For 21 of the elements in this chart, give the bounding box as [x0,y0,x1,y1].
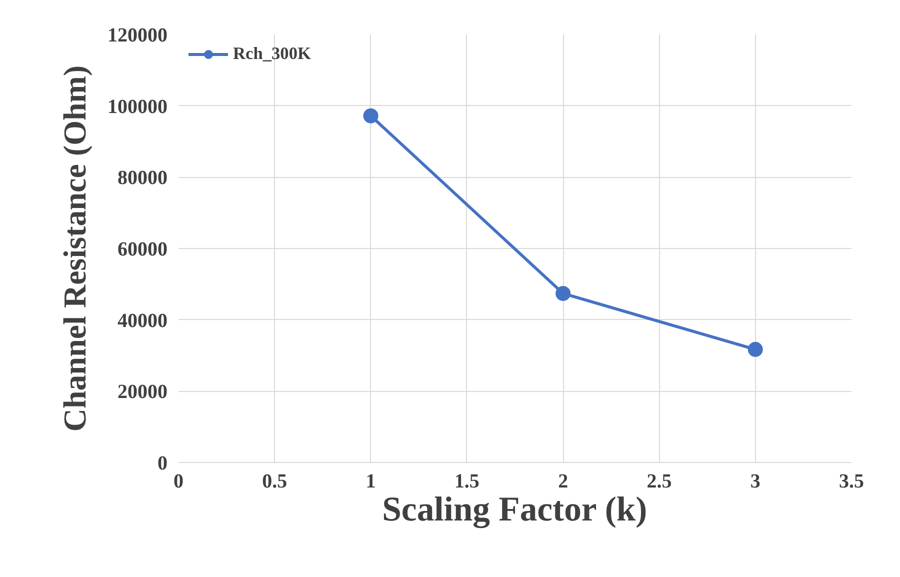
x-tick-label: 2.5 [646,470,672,492]
point [748,342,763,357]
point [556,286,571,301]
x-tick-label: 3 [750,470,760,492]
legend-label: Rch_300K [233,44,311,64]
x-axis-title: Scaling Factor (k) [382,490,648,528]
x-tick-label: 0.5 [262,470,288,492]
point [363,108,378,124]
x-tick-label: 2 [558,470,568,492]
x-tick-label: 1.5 [454,470,480,492]
y-tick-label: 60000 [118,238,168,260]
x-tick-label: 0 [174,470,184,492]
y-tick-label: 100000 [108,96,168,118]
y-tick-label: 0 [158,452,168,474]
y-tick-label: 120000 [108,24,168,46]
x-tick-label: 1 [366,470,376,492]
y-tick-label: 80000 [118,167,168,190]
y-axis-title: Channel Resistance (Ohm) [56,65,92,432]
y-tick-label: 40000 [118,310,168,332]
y-tick-label: 20000 [118,381,168,404]
x-tick-label: 3.5 [839,470,864,492]
